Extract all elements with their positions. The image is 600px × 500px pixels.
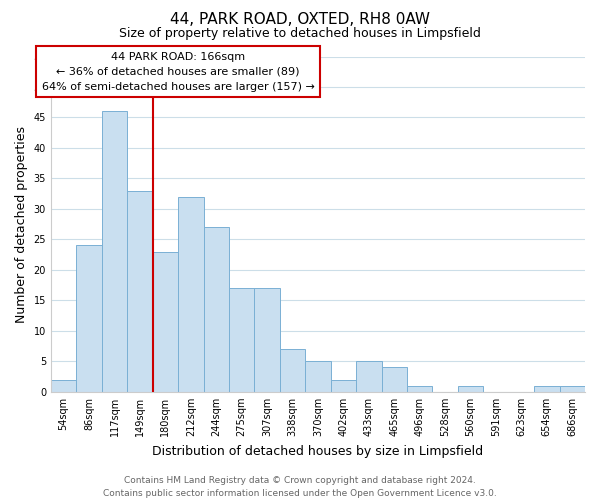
Text: 44 PARK ROAD: 166sqm
← 36% of detached houses are smaller (89)
64% of semi-detac: 44 PARK ROAD: 166sqm ← 36% of detached h… bbox=[41, 52, 314, 92]
Bar bbox=[356, 362, 382, 392]
Bar bbox=[102, 112, 127, 392]
Bar bbox=[280, 349, 305, 392]
Bar bbox=[305, 362, 331, 392]
Bar bbox=[560, 386, 585, 392]
Bar bbox=[331, 380, 356, 392]
Bar bbox=[382, 368, 407, 392]
Bar bbox=[127, 190, 152, 392]
Bar bbox=[407, 386, 433, 392]
Bar bbox=[203, 227, 229, 392]
Bar bbox=[152, 252, 178, 392]
Bar bbox=[534, 386, 560, 392]
Bar bbox=[178, 196, 203, 392]
Bar bbox=[229, 288, 254, 392]
Text: 44, PARK ROAD, OXTED, RH8 0AW: 44, PARK ROAD, OXTED, RH8 0AW bbox=[170, 12, 430, 28]
Bar bbox=[458, 386, 483, 392]
Bar bbox=[254, 288, 280, 392]
Bar bbox=[76, 246, 102, 392]
Text: Size of property relative to detached houses in Limpsfield: Size of property relative to detached ho… bbox=[119, 28, 481, 40]
Bar bbox=[51, 380, 76, 392]
Text: Contains HM Land Registry data © Crown copyright and database right 2024.
Contai: Contains HM Land Registry data © Crown c… bbox=[103, 476, 497, 498]
X-axis label: Distribution of detached houses by size in Limpsfield: Distribution of detached houses by size … bbox=[152, 444, 484, 458]
Y-axis label: Number of detached properties: Number of detached properties bbox=[15, 126, 28, 322]
